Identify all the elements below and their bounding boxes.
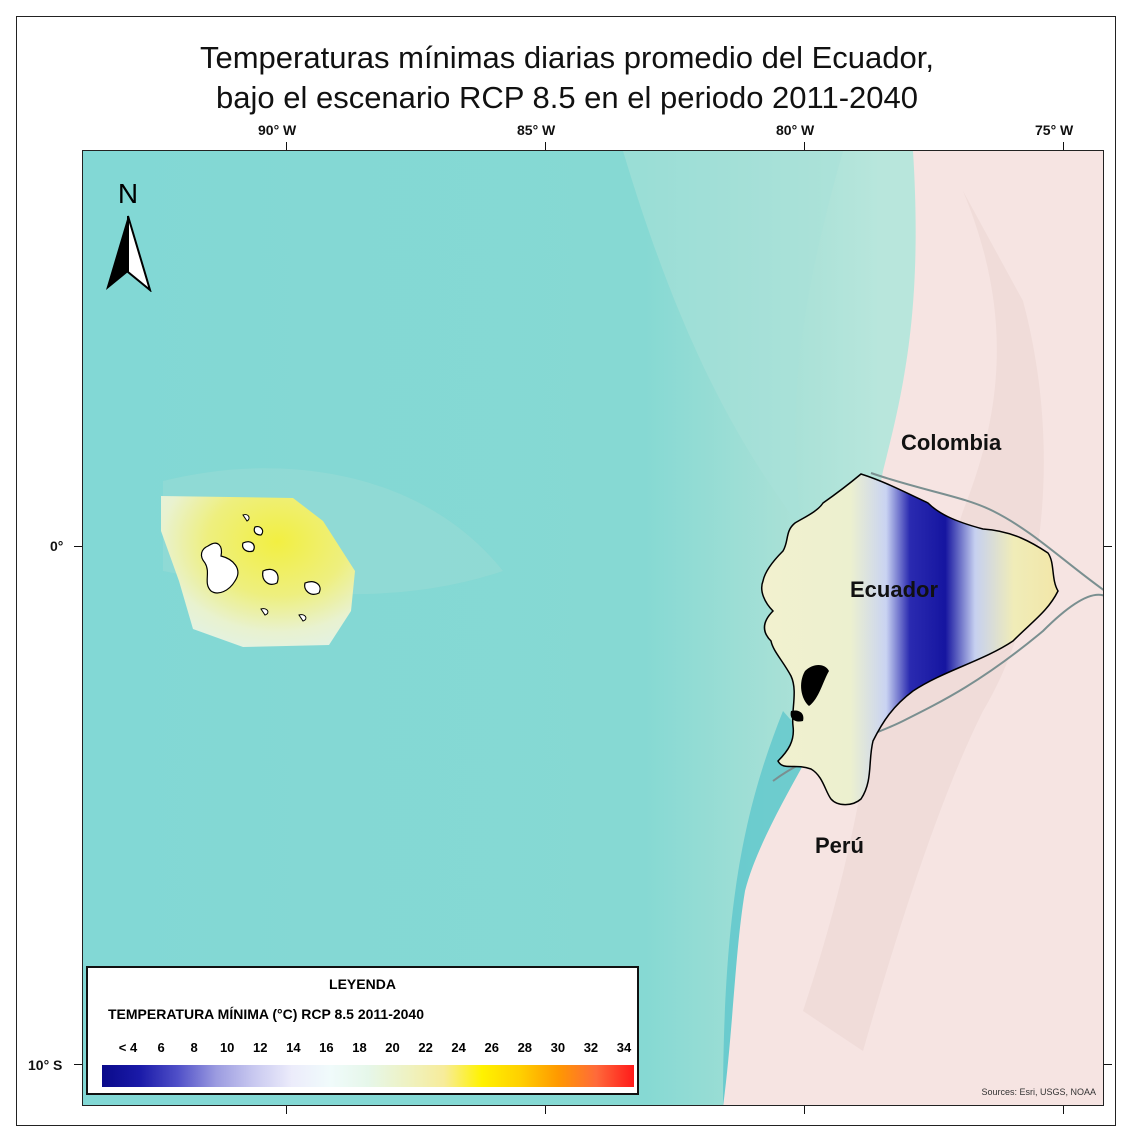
pinta-island xyxy=(242,514,250,522)
legend: LEYENDA TEMPERATURA MÍNIMA (°C) RCP 8.5 … xyxy=(86,966,639,1095)
lon-label-85w: 85° W xyxy=(517,122,556,138)
ecuador-mainland xyxy=(761,473,1059,806)
label-colombia: Colombia xyxy=(901,430,1002,455)
legend-color-bar xyxy=(102,1065,634,1087)
san-cristobal-island xyxy=(304,581,321,595)
legend-subtitle: TEMPERATURA MÍNIMA (°C) RCP 8.5 2011-204… xyxy=(108,1006,425,1022)
legend-title: LEYENDA xyxy=(329,976,396,992)
legend-tick-label: 26 xyxy=(484,1040,499,1055)
puna-island xyxy=(801,665,829,706)
legend-tick-label: 22 xyxy=(418,1040,433,1055)
label-ecuador: Ecuador xyxy=(850,577,939,602)
legend-tick-label: 12 xyxy=(253,1040,268,1055)
lat-label-10s: 10° S xyxy=(28,1057,63,1073)
lon-tick-top xyxy=(804,142,805,150)
legend-tick-label: 16 xyxy=(319,1040,334,1055)
lon-label-80w: 80° W xyxy=(776,122,815,138)
lon-tick-bottom xyxy=(545,1106,546,1114)
jambeli-island xyxy=(790,710,804,722)
lon-tick-bottom xyxy=(804,1106,805,1114)
label-peru: Perú xyxy=(815,833,864,858)
map-frame xyxy=(16,16,1116,1126)
isabela-island xyxy=(200,542,239,594)
lon-label-75w: 75° W xyxy=(1035,122,1074,138)
legend-tick-label: < 4 xyxy=(118,1040,138,1055)
legend-tick-label: 14 xyxy=(286,1040,301,1055)
santiago-island xyxy=(253,526,264,536)
north-arrow-icon xyxy=(106,215,152,292)
map-svg xyxy=(83,151,1103,1105)
legend-tick-label: 6 xyxy=(157,1040,165,1055)
map-source: Sources: Esri, USGS, NOAA xyxy=(981,1087,1096,1097)
map-title: Temperaturas mínimas diarias promedio de… xyxy=(0,38,1134,118)
legend-tick-label: 34 xyxy=(616,1040,632,1055)
lon-tick-bottom xyxy=(286,1106,287,1114)
north-letter: N xyxy=(117,178,139,209)
map-canvas[interactable] xyxy=(82,150,1104,1106)
santa-cruz-island xyxy=(262,568,279,585)
lon-tick-top xyxy=(545,142,546,150)
lat-tick-left xyxy=(74,546,82,547)
legend-tick-label: 8 xyxy=(190,1040,198,1055)
north-arrow: N xyxy=(100,178,156,293)
legend-tick-label: 28 xyxy=(517,1040,533,1055)
title-line-2: bajo el escenario RCP 8.5 en el periodo … xyxy=(215,80,918,115)
legend-tick-label: 18 xyxy=(352,1040,367,1055)
legend-tick-label: 32 xyxy=(583,1040,599,1055)
title-line-1: Temperaturas mínimas diarias promedio de… xyxy=(199,40,934,75)
legend-tick-label: 20 xyxy=(385,1040,400,1055)
lat-tick-left xyxy=(74,1064,82,1065)
lon-tick-top xyxy=(286,142,287,150)
lat-tick-right xyxy=(1104,546,1112,547)
lat-label-0: 0° xyxy=(50,538,64,554)
fernandina-island xyxy=(242,541,255,553)
colombia-border xyxy=(870,472,1103,591)
ocean-shelf xyxy=(623,151,843,531)
lon-label-90w: 90° W xyxy=(258,122,297,138)
lon-tick-bottom xyxy=(1063,1106,1064,1114)
andes-relief xyxy=(803,191,1044,1051)
legend-tick-label: 30 xyxy=(550,1040,566,1055)
legend-tick-label: 24 xyxy=(451,1040,466,1055)
legend-tick-label: 10 xyxy=(219,1040,235,1055)
galapagos-temperature-area xyxy=(161,496,355,647)
lat-tick-right xyxy=(1104,1064,1112,1065)
espanola-island xyxy=(298,614,307,622)
lon-tick-top xyxy=(1063,142,1064,150)
floreana-island xyxy=(260,608,269,616)
